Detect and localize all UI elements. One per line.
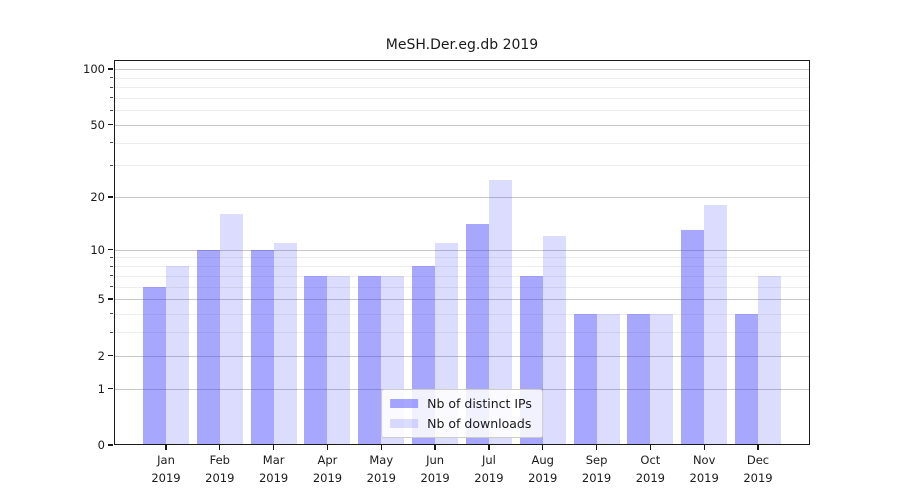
chart-title: MeSH.Der.eg.db 2019	[385, 37, 539, 53]
x-tick-mark	[649, 445, 651, 450]
x-tick-mark	[757, 445, 759, 450]
bar-distinct-ips-nov	[681, 230, 705, 445]
bar-distinct-ips-feb	[196, 249, 220, 445]
y-tick-mark	[108, 354, 113, 357]
bar-downloads-oct	[650, 313, 674, 445]
legend-swatch-distinct-ips	[390, 399, 419, 408]
y-tick-mark	[108, 387, 113, 390]
minor-gridline	[114, 97, 810, 99]
minor-gridline	[114, 266, 810, 268]
y-tick-label: 10	[90, 242, 105, 257]
legend-swatch-downloads	[390, 419, 419, 428]
x-tick-mark	[595, 445, 598, 450]
y-tick-mark	[108, 444, 113, 446]
x-tick-label: Sep 2019	[581, 453, 612, 485]
x-tick-label: Jul 2019	[474, 453, 504, 485]
y-tick-label: 100	[83, 62, 105, 77]
y-tick-label: 0	[97, 438, 105, 452]
y-minor-tick-mark	[110, 109, 113, 111]
y-minor-tick-mark	[110, 275, 113, 277]
major-gridline	[114, 299, 810, 301]
y-tick-label: 2	[97, 348, 105, 363]
y-minor-tick-mark	[110, 265, 113, 267]
major-gridline	[114, 197, 810, 199]
bar-distinct-ips-dec	[735, 313, 758, 445]
y-minor-tick-mark	[110, 313, 113, 315]
minor-gridline	[114, 87, 810, 89]
y-minor-tick-mark	[110, 256, 113, 258]
major-gridline	[114, 355, 810, 357]
y-minor-tick-mark	[110, 164, 113, 166]
x-tick-mark	[542, 445, 544, 450]
bar-downloads-jan	[166, 266, 189, 445]
x-tick-mark	[326, 445, 329, 450]
x-tick-mark	[488, 445, 490, 450]
y-minor-tick-mark	[110, 97, 113, 99]
x-tick-label: Jun 2019	[420, 453, 450, 485]
bar-distinct-ips-apr	[304, 275, 328, 445]
minor-gridline	[114, 275, 810, 277]
bar-downloads-aug	[542, 236, 566, 445]
y-tick-label: 1	[97, 381, 105, 396]
bar-distinct-ips-mar	[250, 249, 274, 445]
bar-distinct-ips-may	[358, 275, 382, 445]
x-tick-label: Nov 2019	[689, 453, 719, 485]
bar-downloads-dec	[758, 275, 781, 445]
y-tick-label: 20	[90, 190, 105, 205]
x-tick-label: Mar 2019	[258, 453, 289, 485]
y-minor-tick-mark	[110, 86, 113, 88]
x-tick-label: May 2019	[366, 453, 396, 485]
y-tick-mark	[108, 298, 113, 300]
y-tick-label: 5	[97, 292, 105, 307]
minor-gridline	[114, 110, 810, 112]
x-tick-label: Oct 2019	[635, 453, 665, 485]
minor-gridline	[114, 332, 810, 334]
x-tick-mark	[703, 445, 705, 450]
minor-gridline	[114, 142, 810, 144]
y-tick-mark	[108, 68, 113, 70]
legend-item-downloads: Nb of downloads	[390, 416, 532, 431]
x-tick-mark	[272, 445, 275, 450]
major-gridline	[114, 69, 810, 71]
x-tick-label: Jan 2019	[151, 453, 181, 485]
plot-area: Nb of distinct IPs Nb of downloads	[114, 60, 810, 445]
minor-gridline	[114, 77, 810, 79]
bar-downloads-nov	[704, 205, 728, 445]
x-tick-mark	[165, 445, 167, 450]
legend-label-distinct-ips: Nb of distinct IPs	[427, 396, 532, 411]
legend-label-downloads: Nb of downloads	[427, 416, 532, 431]
y-tick-mark	[108, 124, 113, 126]
bar-downloads-sep	[596, 313, 620, 445]
legend-item-distinct-ips: Nb of distinct IPs	[390, 396, 532, 411]
x-tick-label: Apr 2019	[312, 453, 343, 485]
bar-distinct-ips-sep	[573, 313, 597, 445]
bar-distinct-ips-jan	[143, 286, 166, 445]
y-minor-tick-mark	[110, 77, 113, 79]
x-tick-mark	[434, 445, 436, 450]
x-tick-mark	[380, 445, 382, 450]
x-tick-mark	[219, 445, 221, 450]
bar-distinct-ips-oct	[627, 313, 651, 445]
x-tick-label: Aug 2019	[528, 453, 558, 485]
minor-gridline	[114, 165, 810, 167]
bar-downloads-feb	[219, 214, 243, 445]
major-gridline	[114, 124, 810, 126]
legend: Nb of distinct IPs Nb of downloads	[381, 389, 543, 438]
y-tick-mark	[108, 249, 113, 251]
major-gridline	[114, 249, 810, 251]
minor-gridline	[114, 257, 810, 259]
bar-downloads-apr	[327, 275, 351, 445]
y-minor-tick-mark	[110, 142, 113, 144]
bar-downloads-jul	[488, 179, 512, 445]
y-tick-label: 50	[90, 117, 105, 132]
y-tick-mark	[108, 196, 113, 198]
x-tick-label: Dec 2019	[743, 453, 773, 485]
bar-downloads-mar	[273, 242, 297, 445]
y-minor-tick-mark	[110, 286, 113, 288]
minor-gridline	[114, 313, 810, 315]
minor-gridline	[114, 286, 810, 288]
y-minor-tick-mark	[110, 331, 113, 333]
x-tick-label: Feb 2019	[205, 453, 235, 485]
